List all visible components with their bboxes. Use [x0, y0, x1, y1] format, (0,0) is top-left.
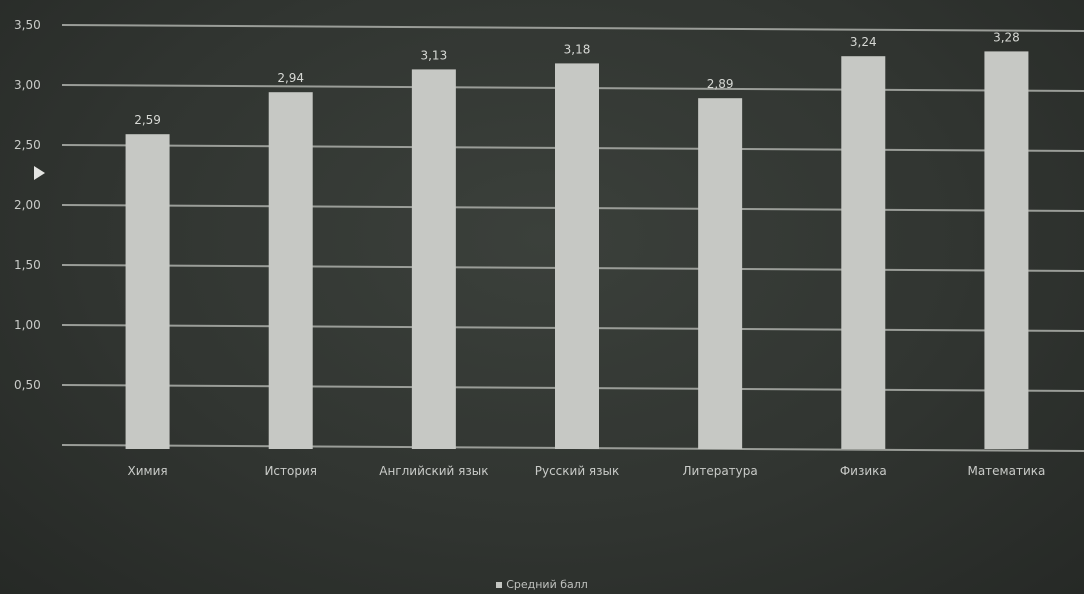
data-label: 2,94 — [277, 71, 304, 85]
gridline — [61, 24, 1084, 32]
data-label: 2,89 — [707, 77, 734, 91]
data-label: 3,13 — [420, 48, 447, 62]
legend-marker-icon — [496, 582, 503, 588]
play-triangle-icon — [34, 166, 45, 180]
bar — [841, 56, 886, 449]
legend: Средний балл — [0, 578, 1084, 591]
y-tick-label: 2,00 — [14, 198, 41, 212]
bars — [125, 51, 1029, 450]
y-axis-ticks: 0,50 1,00 1,50 2,00 2,50 3,00 3,50 — [14, 18, 41, 392]
data-labels: 2,59 2,94 3,13 3,18 2,89 3,24 3,28 — [134, 30, 1020, 127]
bar — [411, 69, 456, 450]
x-tick-label: История — [264, 464, 317, 478]
x-tick-label: Английский язык — [379, 464, 488, 478]
bar — [555, 63, 599, 450]
y-tick-label: 3,50 — [14, 18, 41, 32]
y-tick-label: 0,50 — [14, 378, 41, 392]
bar — [125, 134, 170, 449]
bar — [268, 92, 313, 449]
data-label: 3,18 — [564, 42, 591, 56]
x-tick-label: Литература — [683, 464, 758, 478]
x-tick-label: Физика — [840, 464, 887, 478]
y-tick-label: 1,50 — [14, 258, 41, 272]
data-label: 3,24 — [850, 35, 877, 49]
y-tick-label: 2,50 — [14, 138, 41, 152]
bar — [698, 98, 743, 449]
y-tick-label: 1,00 — [14, 318, 41, 332]
legend-label: Средний балл — [506, 578, 588, 591]
bar — [984, 51, 1029, 450]
x-tick-label: Русский язык — [535, 464, 620, 478]
y-tick-label: 3,00 — [14, 78, 41, 92]
x-axis-labels: Химия История Английский язык Русский язык Л… — [128, 464, 1046, 478]
data-label: 2,59 — [134, 113, 161, 127]
data-label: 3,28 — [993, 30, 1020, 44]
x-tick-label: Математика — [967, 464, 1045, 478]
x-tick-label: Химия — [128, 464, 168, 478]
